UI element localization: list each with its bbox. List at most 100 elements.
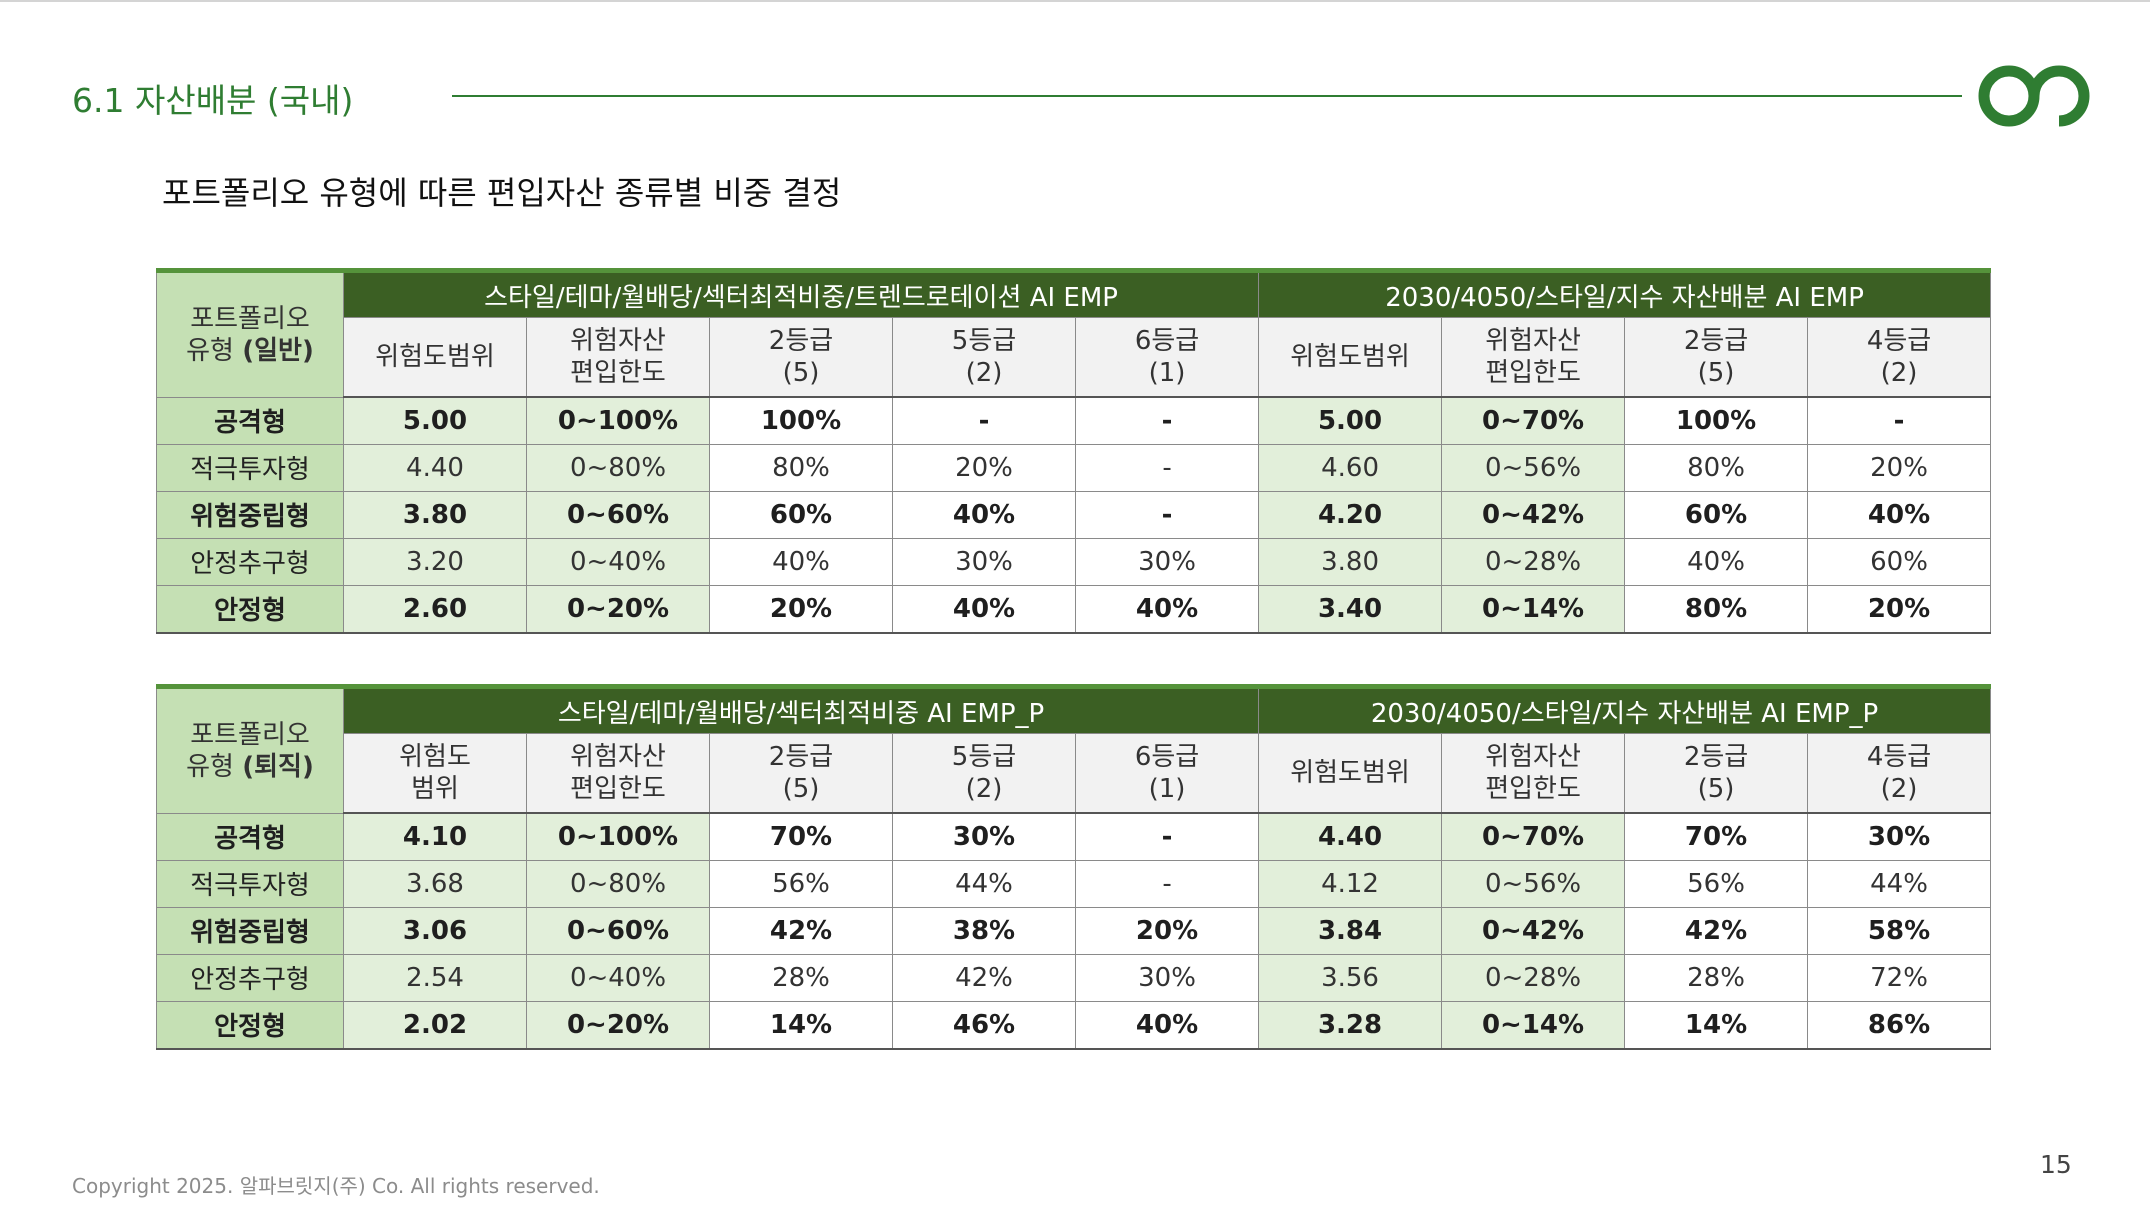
cell: - bbox=[1074, 396, 1260, 445]
cell: 3.06 bbox=[343, 906, 527, 955]
column-header: 2등급 (5) bbox=[709, 733, 893, 814]
cell: - bbox=[1074, 859, 1260, 908]
cell: 0~60% bbox=[526, 490, 710, 539]
cell: 14% bbox=[709, 1000, 893, 1050]
cell: 0~40% bbox=[526, 953, 710, 1002]
title-divider bbox=[452, 95, 1962, 97]
cell: 42% bbox=[1624, 906, 1809, 955]
cell: 58% bbox=[1807, 906, 1992, 955]
table-row: 위험중립형 3.06 0~60% 42% 38% 20% 3.84 0~42% … bbox=[156, 906, 1992, 955]
cell: 40% bbox=[1624, 537, 1809, 586]
table-row: 적극투자형 3.68 0~80% 56% 44% - 4.12 0~56% 56… bbox=[156, 859, 1992, 908]
column-header: 2등급 (5) bbox=[709, 317, 893, 398]
cell: - bbox=[1074, 812, 1260, 861]
cell: 0~20% bbox=[526, 1000, 710, 1050]
cell: 20% bbox=[892, 443, 1076, 492]
row-label: 안정추구형 bbox=[156, 537, 344, 586]
group-header-right: 2030/4050/스타일/지수 자산배분 AI EMP_P bbox=[1258, 686, 1992, 734]
cell: 0~100% bbox=[526, 812, 710, 861]
cell: 0~28% bbox=[1441, 953, 1626, 1002]
double-loop-logo-icon bbox=[1978, 65, 2090, 127]
cell: 28% bbox=[709, 953, 893, 1002]
cell: 4.40 bbox=[1258, 812, 1443, 861]
cell: - bbox=[892, 396, 1076, 445]
column-header: 4등급 (2) bbox=[1807, 317, 1992, 398]
column-header: 5등급 (2) bbox=[892, 733, 1076, 814]
cell: 5.00 bbox=[1258, 396, 1443, 445]
row-label: 안정형 bbox=[156, 584, 344, 634]
cell: 0~14% bbox=[1441, 584, 1626, 634]
cell: 3.20 bbox=[343, 537, 527, 586]
cell: 20% bbox=[1807, 443, 1992, 492]
column-header: 4등급 (2) bbox=[1807, 733, 1992, 814]
group-header-left: 스타일/테마/월배당/섹터최적비중/트렌드로테이션 AI EMP bbox=[342, 270, 1260, 318]
cell: 20% bbox=[1074, 906, 1260, 955]
cell: 0~60% bbox=[526, 906, 710, 955]
column-header: 위험도범위 bbox=[1258, 733, 1443, 814]
allocation-table-general: 포트폴리오 유형 (일반) 스타일/테마/월배당/섹터최적비중/트렌드로테이션 … bbox=[156, 268, 1992, 634]
cell: 3.84 bbox=[1258, 906, 1443, 955]
cell: 40% bbox=[1807, 490, 1992, 539]
top-border bbox=[0, 0, 2150, 2]
table-row: 안정추구형 2.54 0~40% 28% 42% 30% 3.56 0~28% … bbox=[156, 953, 1992, 1002]
cell: 72% bbox=[1807, 953, 1992, 1002]
table-row: 안정추구형 3.20 0~40% 40% 30% 30% 3.80 0~28% … bbox=[156, 537, 1992, 586]
cell: 4.10 bbox=[343, 812, 527, 861]
cell: 30% bbox=[1807, 812, 1992, 861]
table-corner-header: 포트폴리오 유형 (퇴직) bbox=[156, 686, 344, 814]
cell: 30% bbox=[892, 812, 1076, 861]
cell: 44% bbox=[1807, 859, 1992, 908]
row-label: 안정형 bbox=[156, 1000, 344, 1050]
cell: 3.28 bbox=[1258, 1000, 1443, 1050]
column-header: 6등급 (1) bbox=[1074, 733, 1260, 814]
page-number: 15 bbox=[2040, 1150, 2072, 1179]
cell: - bbox=[1074, 443, 1260, 492]
column-header: 2등급 (5) bbox=[1624, 733, 1809, 814]
table-row: 공격형 4.10 0~100% 70% 30% - 4.40 0~70% 70%… bbox=[156, 812, 1992, 861]
cell: 0~70% bbox=[1441, 396, 1626, 445]
cell: 3.80 bbox=[343, 490, 527, 539]
row-label: 적극투자형 bbox=[156, 859, 344, 908]
cell: 42% bbox=[892, 953, 1076, 1002]
cell: 4.40 bbox=[343, 443, 527, 492]
cell: 4.60 bbox=[1258, 443, 1443, 492]
cell: 0~80% bbox=[526, 859, 710, 908]
row-label: 위험중립형 bbox=[156, 906, 344, 955]
column-header: 6등급 (1) bbox=[1074, 317, 1260, 398]
cell: 4.20 bbox=[1258, 490, 1443, 539]
cell: 0~80% bbox=[526, 443, 710, 492]
cell: 0~28% bbox=[1441, 537, 1626, 586]
column-header: 위험자산 편입한도 bbox=[526, 317, 710, 398]
cell: 14% bbox=[1624, 1000, 1809, 1050]
cell: 3.56 bbox=[1258, 953, 1443, 1002]
cell: 42% bbox=[709, 906, 893, 955]
cell: 28% bbox=[1624, 953, 1809, 1002]
row-label: 공격형 bbox=[156, 812, 344, 861]
cell: 100% bbox=[709, 396, 893, 445]
row-label: 위험중립형 bbox=[156, 490, 344, 539]
cell: 0~56% bbox=[1441, 859, 1626, 908]
cell: 100% bbox=[1624, 396, 1809, 445]
row-label: 안정추구형 bbox=[156, 953, 344, 1002]
cell: 40% bbox=[709, 537, 893, 586]
table-row: 위험중립형 3.80 0~60% 60% 40% - 4.20 0~42% 60… bbox=[156, 490, 1992, 539]
column-header: 2등급 (5) bbox=[1624, 317, 1809, 398]
cell: 80% bbox=[1624, 443, 1809, 492]
cell: 2.54 bbox=[343, 953, 527, 1002]
page-subtitle: 포트폴리오 유형에 따른 편입자산 종류별 비중 결정 bbox=[162, 174, 842, 212]
column-header: 위험도범위 bbox=[343, 317, 527, 398]
section-title: 6.1 자산배분 (국내) bbox=[72, 81, 354, 120]
cell: 40% bbox=[892, 584, 1076, 634]
cell: 3.80 bbox=[1258, 537, 1443, 586]
cell: 0~20% bbox=[526, 584, 710, 634]
cell: 56% bbox=[709, 859, 893, 908]
cell: 2.02 bbox=[343, 1000, 527, 1050]
group-header-right: 2030/4050/스타일/지수 자산배분 AI EMP bbox=[1258, 270, 1992, 318]
cell: 40% bbox=[1074, 584, 1260, 634]
cell: 38% bbox=[892, 906, 1076, 955]
cell: 5.00 bbox=[343, 396, 527, 445]
cell: 0~56% bbox=[1441, 443, 1626, 492]
table-corner-header: 포트폴리오 유형 (일반) bbox=[156, 270, 344, 398]
